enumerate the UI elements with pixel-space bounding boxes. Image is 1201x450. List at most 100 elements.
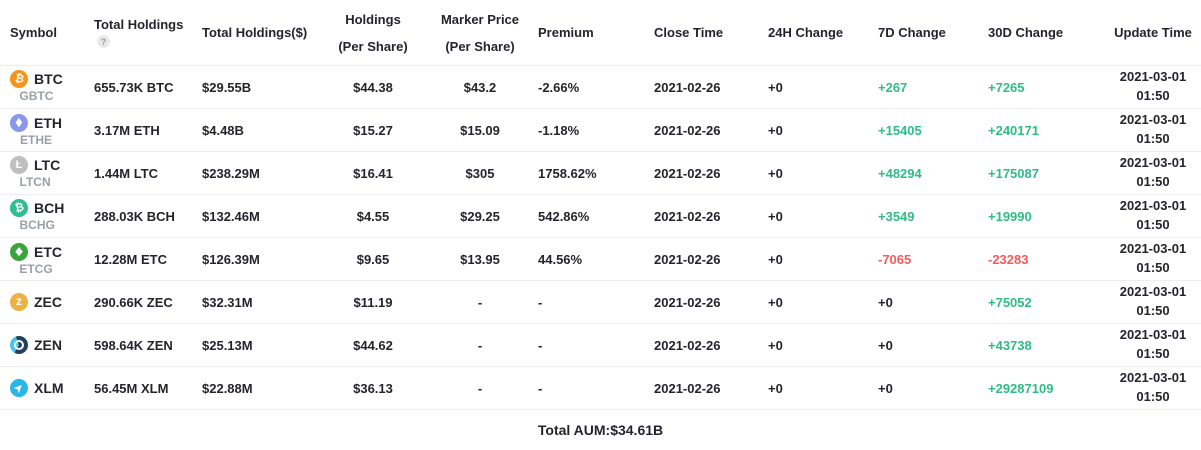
holdings-per-share-value: $44.62 — [318, 323, 428, 367]
change-7d-value: +0 — [872, 366, 982, 410]
update-time-value: 2021-03-01 01:50 — [1105, 366, 1201, 410]
symbol-label: XLM — [34, 380, 64, 397]
total-holdings-usd-value: $132.46M — [196, 194, 318, 238]
premium-value: - — [532, 280, 648, 324]
col-total-holdings-label: Total Holdings — [94, 16, 184, 32]
holdings-per-share-value: $15.27 — [318, 108, 428, 152]
close-time-value: 2021-02-26 — [648, 65, 762, 109]
total-holdings-usd-value: $126.39M — [196, 237, 318, 281]
change-7d-value: -7065 — [872, 237, 982, 281]
close-time-value: 2021-02-26 — [648, 108, 762, 152]
total-aum: Total AUM:$34.61B — [537, 421, 664, 438]
horizen-icon — [10, 336, 28, 354]
holdings-per-share-value: $36.13 — [318, 366, 428, 410]
change-30d-value: +29287109 — [982, 366, 1105, 410]
symbol-label: ZEN — [34, 337, 62, 353]
symbol-link[interactable]: ZEC — [10, 293, 62, 311]
update-time-value: 2021-03-01 01:50 — [1105, 151, 1201, 195]
close-time-value: 2021-02-26 — [648, 366, 762, 410]
total-holdings-value: 290.66K ZEC — [88, 280, 196, 324]
holdings-per-share-value: $4.55 — [318, 194, 428, 238]
symbol-label: BCH — [34, 200, 65, 217]
premium-value: - — [532, 323, 648, 367]
table-row-zen: ZEN 598.64K ZEN $25.13M $44.62 - - 2021-… — [0, 323, 1201, 367]
symbol-label: ZEC — [34, 294, 62, 310]
total-holdings-usd-value: $32.31M — [196, 280, 318, 324]
total-holdings-value: 655.73K BTC — [88, 65, 196, 109]
col-symbol: Symbol — [0, 0, 88, 66]
trust-ticker: LTCN — [19, 175, 51, 190]
change-24h-value: +0 — [762, 151, 872, 195]
change-24h-value: +0 — [762, 323, 872, 367]
total-holdings-value: 598.64K ZEN — [88, 323, 196, 367]
change-24h-value: +0 — [762, 366, 872, 410]
premium-value: 1758.62% — [532, 151, 648, 195]
holdings-per-share-value: $16.41 — [318, 151, 428, 195]
change-30d-value: +7265 — [982, 65, 1105, 109]
bitcoin-icon — [10, 70, 28, 89]
zcash-icon — [10, 293, 28, 311]
holdings-per-share-value: $44.38 — [318, 65, 428, 109]
total-holdings-value: 3.17M ETH — [88, 108, 196, 152]
premium-value: -2.66% — [532, 65, 648, 109]
market-price-value: - — [428, 323, 532, 367]
total-holdings-value: 12.28M ETC — [88, 237, 196, 281]
trust-ticker: ETHE — [19, 132, 52, 147]
premium-value: 44.56% — [532, 237, 648, 281]
stellar-icon — [10, 379, 28, 398]
premium-value: -1.18% — [532, 108, 648, 152]
symbol-link[interactable]: XLM — [10, 379, 64, 398]
total-holdings-usd-value: $4.48B — [196, 108, 318, 152]
premium-value: - — [532, 366, 648, 410]
litecoin-icon — [10, 156, 28, 175]
col-24h-change: 24H Change — [762, 0, 872, 66]
col-close-time: Close Time — [648, 0, 762, 66]
total-holdings-usd-value: $25.13M — [196, 323, 318, 367]
table-row-zec: ZEC 290.66K ZEC $32.31M $11.19 - - 2021-… — [0, 280, 1201, 324]
help-icon[interactable]: ? — [97, 35, 110, 49]
change-7d-value: +15405 — [872, 108, 982, 152]
change-7d-value: +267 — [872, 65, 982, 109]
change-7d-value: +3549 — [872, 194, 982, 238]
symbol-label: ETC — [34, 243, 62, 260]
market-price-value: $43.2 — [428, 65, 532, 109]
col-premium: Premium — [532, 0, 648, 66]
total-holdings-usd-value: $238.29M — [196, 151, 318, 195]
col-total-holdings: Total Holdings? — [88, 0, 196, 66]
change-7d-value: +48294 — [872, 151, 982, 195]
change-30d-value: -23283 — [982, 237, 1105, 281]
total-holdings-usd-value: $22.88M — [196, 366, 318, 410]
update-time-value: 2021-03-01 01:50 — [1105, 323, 1201, 367]
holdings-per-share-value: $11.19 — [318, 280, 428, 324]
symbol-label: BTC — [34, 71, 63, 88]
update-time-value: 2021-03-01 01:50 — [1105, 280, 1201, 324]
col-update-time: Update Time — [1105, 0, 1201, 66]
ethereum-icon — [10, 113, 28, 132]
col-30d-change: 30D Change — [982, 0, 1105, 66]
symbol-link[interactable]: ZEN — [10, 336, 62, 354]
market-price-value: $15.09 — [428, 108, 532, 152]
holdings-table: Symbol Total Holdings? Total Holdings($)… — [0, 0, 1201, 410]
update-time-value: 2021-03-01 01:50 — [1105, 194, 1201, 238]
bitcoin-cash-icon — [10, 199, 28, 218]
change-7d-value: +0 — [872, 280, 982, 324]
col-market-price-per-share: Marker Price (Per Share) — [428, 0, 532, 66]
trust-ticker: ETCG — [19, 261, 53, 276]
total-holdings-usd-value: $29.55B — [196, 65, 318, 109]
symbol-label: LTC — [34, 157, 61, 174]
market-price-value: - — [428, 280, 532, 324]
premium-value: 542.86% — [532, 194, 648, 238]
market-price-value: $305 — [428, 151, 532, 195]
market-price-value: $29.25 — [428, 194, 532, 238]
change-24h-value: +0 — [762, 280, 872, 324]
close-time-value: 2021-02-26 — [648, 237, 762, 281]
